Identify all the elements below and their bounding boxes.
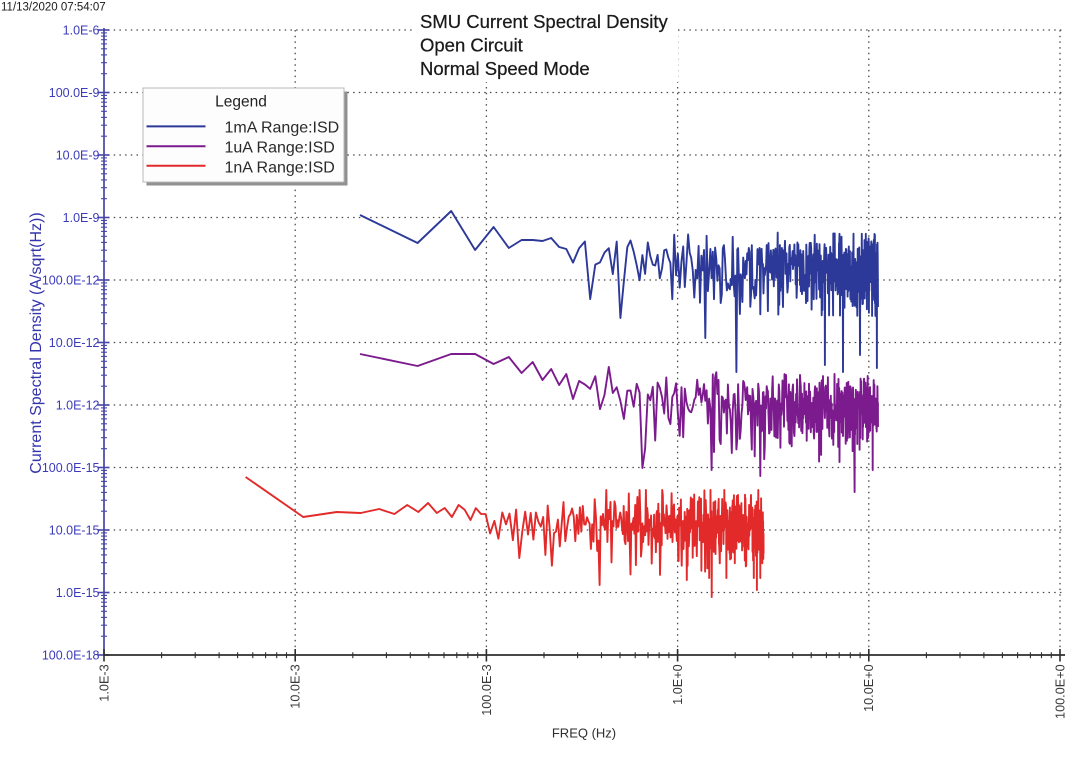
svg-text:10.0E-12: 10.0E-12 [49, 336, 100, 350]
svg-text:10.0E-15: 10.0E-15 [49, 523, 100, 537]
svg-text:100.0E-3: 100.0E-3 [480, 664, 494, 716]
svg-text:10.0E-3: 10.0E-3 [289, 664, 303, 708]
svg-text:10.0E+0: 10.0E+0 [862, 664, 876, 712]
svg-text:100.0E-9: 100.0E-9 [49, 86, 100, 100]
svg-text:100.0E-15: 100.0E-15 [42, 461, 100, 475]
svg-text:Current Spectral Density (A/sq: Current Spectral Density (A/sqrt(Hz)) [28, 212, 45, 473]
svg-text:100.0E+0: 100.0E+0 [1053, 664, 1067, 719]
svg-text:1nA Range:ISD: 1nA Range:ISD [225, 160, 335, 177]
svg-text:11/13/2020 07:54:07: 11/13/2020 07:54:07 [1, 2, 106, 14]
svg-text:1.0E-9: 1.0E-9 [63, 211, 100, 225]
svg-text:100.0E-18: 100.0E-18 [42, 648, 100, 662]
svg-text:SMU Current Spectral Density: SMU Current Spectral Density [420, 11, 669, 32]
svg-text:1.0E+0: 1.0E+0 [671, 664, 685, 705]
svg-text:1.0E-15: 1.0E-15 [56, 586, 100, 600]
svg-text:1.0E-3: 1.0E-3 [97, 664, 111, 701]
svg-text:1mA Range:ISD: 1mA Range:ISD [225, 120, 340, 137]
svg-text:1uA Range:ISD: 1uA Range:ISD [225, 140, 335, 157]
svg-text:1.0E-12: 1.0E-12 [56, 398, 100, 412]
svg-text:10.0E-9: 10.0E-9 [56, 148, 100, 162]
svg-text:FREQ (Hz): FREQ (Hz) [552, 726, 616, 741]
svg-text:Open Circuit: Open Circuit [420, 35, 523, 56]
svg-text:Normal Speed Mode: Normal Speed Mode [420, 58, 590, 79]
svg-text:1.0E-6: 1.0E-6 [63, 23, 100, 37]
svg-text:100.0E-12: 100.0E-12 [42, 273, 100, 287]
svg-text:Legend: Legend [215, 94, 267, 111]
